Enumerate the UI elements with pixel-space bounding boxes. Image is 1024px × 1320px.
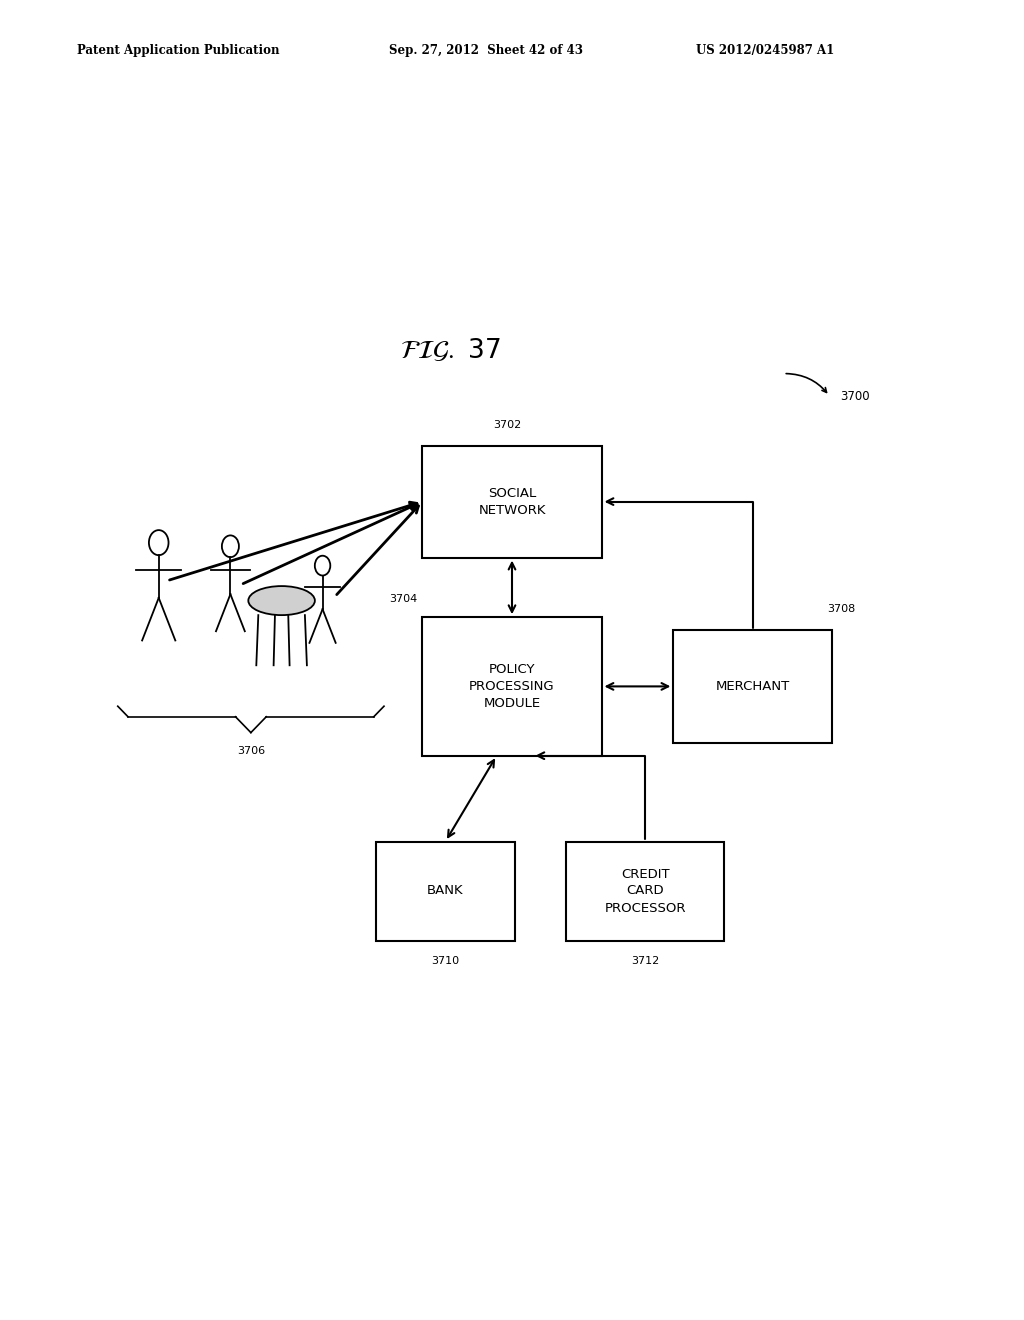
Text: CREDIT
CARD
PROCESSOR: CREDIT CARD PROCESSOR	[604, 867, 686, 915]
Text: 3700: 3700	[840, 389, 869, 403]
Text: Sep. 27, 2012  Sheet 42 of 43: Sep. 27, 2012 Sheet 42 of 43	[389, 44, 583, 57]
Ellipse shape	[314, 556, 331, 576]
Ellipse shape	[148, 531, 169, 556]
Text: 3704: 3704	[389, 594, 418, 605]
Text: POLICY
PROCESSING
MODULE: POLICY PROCESSING MODULE	[469, 663, 555, 710]
Bar	[377, 842, 514, 940]
Bar	[422, 446, 601, 557]
Text: BANK: BANK	[427, 884, 464, 898]
Bar	[674, 631, 831, 742]
Text: 3712: 3712	[631, 956, 659, 966]
Text: US 2012/0245987 A1: US 2012/0245987 A1	[696, 44, 835, 57]
Text: 3708: 3708	[827, 605, 855, 615]
Text: $\mathcal{FIG.\ }$$\mathit{37}$: $\mathcal{FIG.\ }$$\mathit{37}$	[400, 337, 501, 363]
Ellipse shape	[222, 536, 239, 557]
Text: Patent Application Publication: Patent Application Publication	[77, 44, 280, 57]
Text: MERCHANT: MERCHANT	[716, 680, 790, 693]
Text: 3710: 3710	[431, 956, 460, 966]
Text: 3702: 3702	[493, 420, 521, 430]
Bar	[422, 618, 601, 755]
Bar	[565, 842, 725, 940]
Text: SOCIAL
NETWORK: SOCIAL NETWORK	[478, 487, 546, 516]
Text: 3706: 3706	[237, 746, 265, 756]
Ellipse shape	[249, 586, 315, 615]
